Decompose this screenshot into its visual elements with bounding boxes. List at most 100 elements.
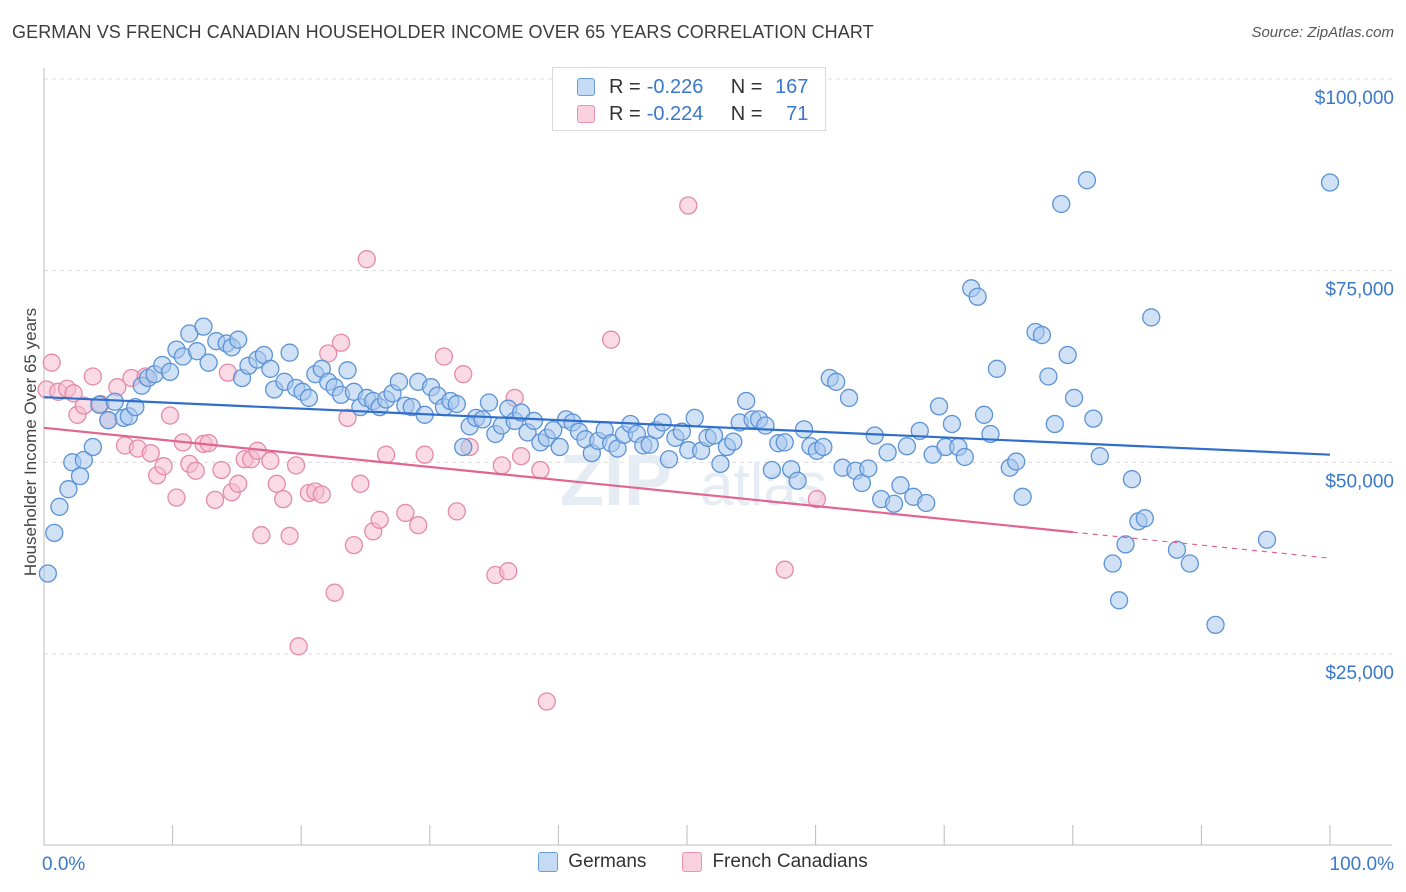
germans-point <box>99 411 118 430</box>
french-canadians-point <box>212 460 231 480</box>
germans-point <box>987 359 1007 378</box>
chart-title: GERMAN VS FRENCH CANADIAN HOUSEHOLDER IN… <box>12 22 874 42</box>
french-canadians-point <box>274 489 293 509</box>
french-canadians-point <box>396 503 415 523</box>
french-canadians-point <box>447 502 466 521</box>
germans-point <box>1116 535 1135 554</box>
french-canadians-point <box>775 560 794 579</box>
axes <box>43 68 1392 846</box>
germans-point <box>788 471 807 490</box>
germans-point <box>884 494 904 513</box>
germans-point <box>1058 345 1077 365</box>
germans-point <box>70 466 90 486</box>
germans-point <box>544 420 563 440</box>
french-canadians-point <box>319 344 338 363</box>
n-label: N = <box>730 75 763 98</box>
germans-point <box>756 416 775 435</box>
germans-point <box>737 391 756 411</box>
germans-point <box>199 353 218 372</box>
french-canadians-point <box>601 330 621 349</box>
french-canadians-point <box>167 488 186 507</box>
x-tick-label-min: 0.0% <box>42 854 85 875</box>
french-canadians-point <box>807 489 827 509</box>
source-credit: Source: ZipAtlas.com <box>1251 24 1394 41</box>
r-label: R = <box>609 75 641 98</box>
germans-point <box>1039 367 1058 386</box>
legend-label-french-canadians: French Canadians <box>712 851 868 872</box>
germans-point <box>1032 325 1052 345</box>
r-value: -0.226 <box>646 75 704 98</box>
germans-point <box>1064 388 1084 408</box>
legend-item-germans[interactable]: Germans <box>538 851 646 873</box>
germans-point <box>511 403 531 422</box>
legend-label-germans: Germans <box>568 851 647 872</box>
germans-point <box>968 287 987 306</box>
germans-point <box>299 388 319 408</box>
french-canadians-point <box>409 516 428 535</box>
germans-point <box>878 443 897 462</box>
r-value: -0.224 <box>646 102 704 125</box>
series-legend: Germans French Canadians <box>0 851 1406 873</box>
germans-point <box>550 437 569 457</box>
french-canadians-point <box>267 474 286 493</box>
series-germans-points <box>38 171 1340 635</box>
germans-point <box>685 408 704 428</box>
y-tick-labels: $25,000 $50,000 $75,000 $100,000 <box>1315 88 1394 684</box>
germans-point <box>50 497 69 516</box>
legend-item-french-canadians[interactable]: French Canadians <box>682 851 868 873</box>
germans-point <box>229 330 248 349</box>
germans-point <box>1122 470 1142 489</box>
germans-point <box>1013 487 1032 506</box>
germans-trend-line <box>43 396 1331 456</box>
french-canadians-legend-swatch <box>682 852 703 872</box>
french-canadians-point <box>286 456 306 475</box>
y-tick-label: $75,000 <box>1325 280 1394 301</box>
germans-point <box>672 422 692 441</box>
germans-point <box>1084 409 1103 428</box>
french-canadians-point <box>154 457 173 476</box>
germans-point <box>524 411 544 431</box>
germans-point <box>261 359 280 378</box>
germans-point <box>814 437 833 457</box>
germans-point <box>1135 509 1154 528</box>
germans-point <box>83 437 103 457</box>
french-canadians-point <box>434 347 454 366</box>
germans-point <box>126 397 145 417</box>
germans-point <box>762 460 782 480</box>
stats-legend: R = -0.226 N = 167 R = -0.224 N = 71 <box>552 67 826 131</box>
french-canadians-point <box>679 196 698 215</box>
french-canadians-point <box>531 460 550 480</box>
germans-point <box>1320 173 1340 192</box>
french-canadians-point <box>289 637 308 656</box>
french-canadians-swatch <box>577 105 595 123</box>
germans-point <box>839 388 859 408</box>
germans-point <box>473 410 492 429</box>
n-value: 71 <box>786 102 809 125</box>
french-canadians-point <box>331 333 351 352</box>
germans-swatch <box>577 78 595 96</box>
french-canadians-point <box>499 562 518 581</box>
french-canadians-point <box>42 353 61 372</box>
germans-point <box>1180 554 1199 573</box>
germans-point <box>338 361 357 380</box>
germans-point <box>1206 615 1225 635</box>
germans-point <box>955 447 974 467</box>
germans-point <box>1090 447 1109 466</box>
y-tick-label: $50,000 <box>1325 471 1394 492</box>
germans-point <box>74 450 94 470</box>
germans-point <box>38 564 58 583</box>
french-canadians-point <box>186 461 205 480</box>
germans-point <box>59 480 78 499</box>
germans-point <box>659 450 679 469</box>
germans-point <box>194 317 213 336</box>
germans-point <box>974 405 994 424</box>
french-canadians-point <box>338 408 357 428</box>
germans-point <box>1007 452 1026 471</box>
french-canadians-point <box>370 510 389 529</box>
germans-point <box>1077 171 1097 190</box>
y-axis-label: Householder Income Over 65 years <box>21 308 40 576</box>
n-value: 167 <box>775 75 809 98</box>
germans-point <box>827 372 846 391</box>
french-canadians-point <box>261 451 280 470</box>
